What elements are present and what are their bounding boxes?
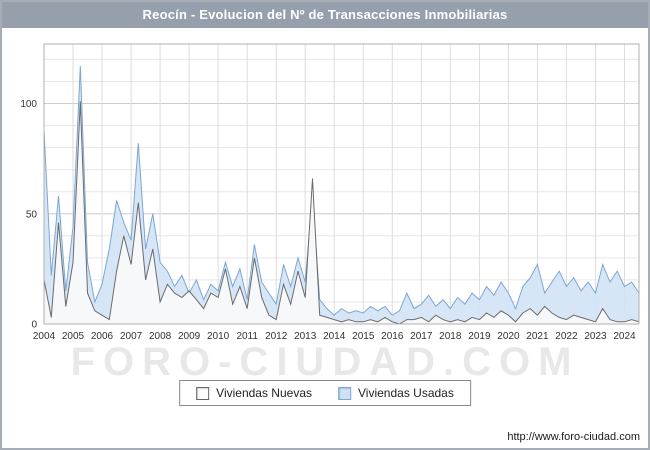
footer-url[interactable]: http://www.foro-ciudad.com bbox=[507, 431, 640, 443]
legend-label-usadas: Viviendas Usadas bbox=[358, 386, 454, 400]
legend-item-viviendas-usadas[interactable]: Viviendas Usadas bbox=[338, 386, 454, 400]
svg-text:100: 100 bbox=[20, 99, 37, 110]
svg-text:2014: 2014 bbox=[323, 331, 346, 342]
chart-svg: 2004 2005 2006 2007 2008 2009 2010 2011 2012 2013… bbox=[20, 43, 640, 342]
svg-text:2005: 2005 bbox=[62, 331, 85, 342]
chart-title-bar: Reocín - Evolucion del Nº de Transaccion… bbox=[2, 2, 648, 28]
svg-text:2022: 2022 bbox=[555, 331, 578, 342]
legend-item-viviendas-nuevas[interactable]: Viviendas Nuevas bbox=[196, 386, 312, 400]
svg-text:2011: 2011 bbox=[236, 331, 258, 342]
svg-text:50: 50 bbox=[26, 209, 38, 220]
svg-text:2021: 2021 bbox=[526, 331, 549, 342]
svg-text:2023: 2023 bbox=[584, 331, 607, 342]
svg-text:2017: 2017 bbox=[410, 331, 433, 342]
svg-text:2010: 2010 bbox=[207, 331, 230, 342]
svg-text:2018: 2018 bbox=[439, 331, 462, 342]
svg-text:2020: 2020 bbox=[497, 331, 520, 342]
svg-text:2024: 2024 bbox=[613, 331, 636, 342]
chart-area: 2004 2005 2006 2007 2008 2009 2010 2011 2012 2013… bbox=[6, 32, 646, 362]
svg-text:2008: 2008 bbox=[149, 331, 172, 342]
svg-text:2004: 2004 bbox=[33, 331, 56, 342]
legend-label-nuevas: Viviendas Nuevas bbox=[216, 386, 312, 400]
chart-legend: Viviendas Nuevas Viviendas Usadas bbox=[179, 380, 471, 406]
chart-title: Reocín - Evolucion del Nº de Transaccion… bbox=[142, 7, 508, 22]
svg-text:0: 0 bbox=[31, 320, 37, 331]
svg-text:2007: 2007 bbox=[120, 331, 143, 342]
svg-text:2016: 2016 bbox=[381, 331, 404, 342]
svg-text:2019: 2019 bbox=[468, 331, 491, 342]
svg-text:2012: 2012 bbox=[265, 331, 288, 342]
svg-text:2013: 2013 bbox=[294, 331, 317, 342]
legend-swatch-nuevas bbox=[196, 386, 210, 400]
svg-text:2006: 2006 bbox=[91, 331, 114, 342]
svg-text:2015: 2015 bbox=[352, 331, 375, 342]
legend-swatch-usadas bbox=[338, 386, 351, 400]
svg-text:2009: 2009 bbox=[178, 331, 201, 342]
